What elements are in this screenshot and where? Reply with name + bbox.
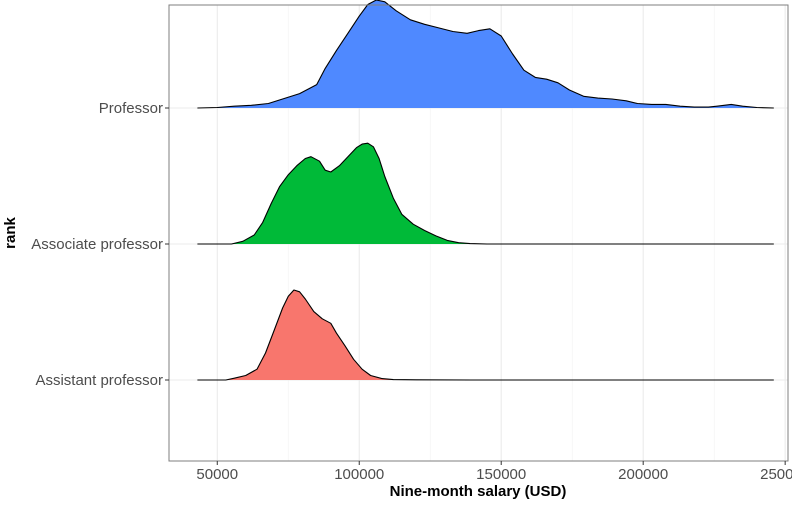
ridge-associate-professor [197, 142, 774, 245]
ridge-outline [197, 0, 774, 109]
ridges [197, 0, 774, 381]
y-axis: Assistant professor Associate professor Pr… [31, 100, 169, 389]
x-axis: 50000 100000 150000 200000 250000 [196, 461, 792, 483]
y-tick-label: Associate professor [31, 236, 163, 253]
ridge-assistant-professor [197, 289, 774, 381]
ridge-fill [197, 290, 774, 380]
y-tick-label: Assistant professor [35, 372, 163, 389]
ridge-fill [197, 0, 774, 108]
y-axis-title: rank [2, 217, 19, 249]
x-tick-label: 150000 [476, 466, 526, 483]
plot-panel-border [168, 4, 789, 462]
ridge-professor [197, 0, 774, 109]
ridge-outline [197, 142, 774, 245]
x-tick-label: 50000 [196, 466, 238, 483]
y-tick-label: Professor [99, 100, 163, 117]
x-tick-label: 250000 [760, 466, 792, 483]
x-axis-title: Nine-month salary (USD) [390, 483, 567, 500]
ridge-outline [197, 289, 774, 381]
x-tick-label: 100000 [334, 466, 384, 483]
ridge-fill [197, 143, 774, 244]
x-tick-label: 200000 [618, 466, 668, 483]
